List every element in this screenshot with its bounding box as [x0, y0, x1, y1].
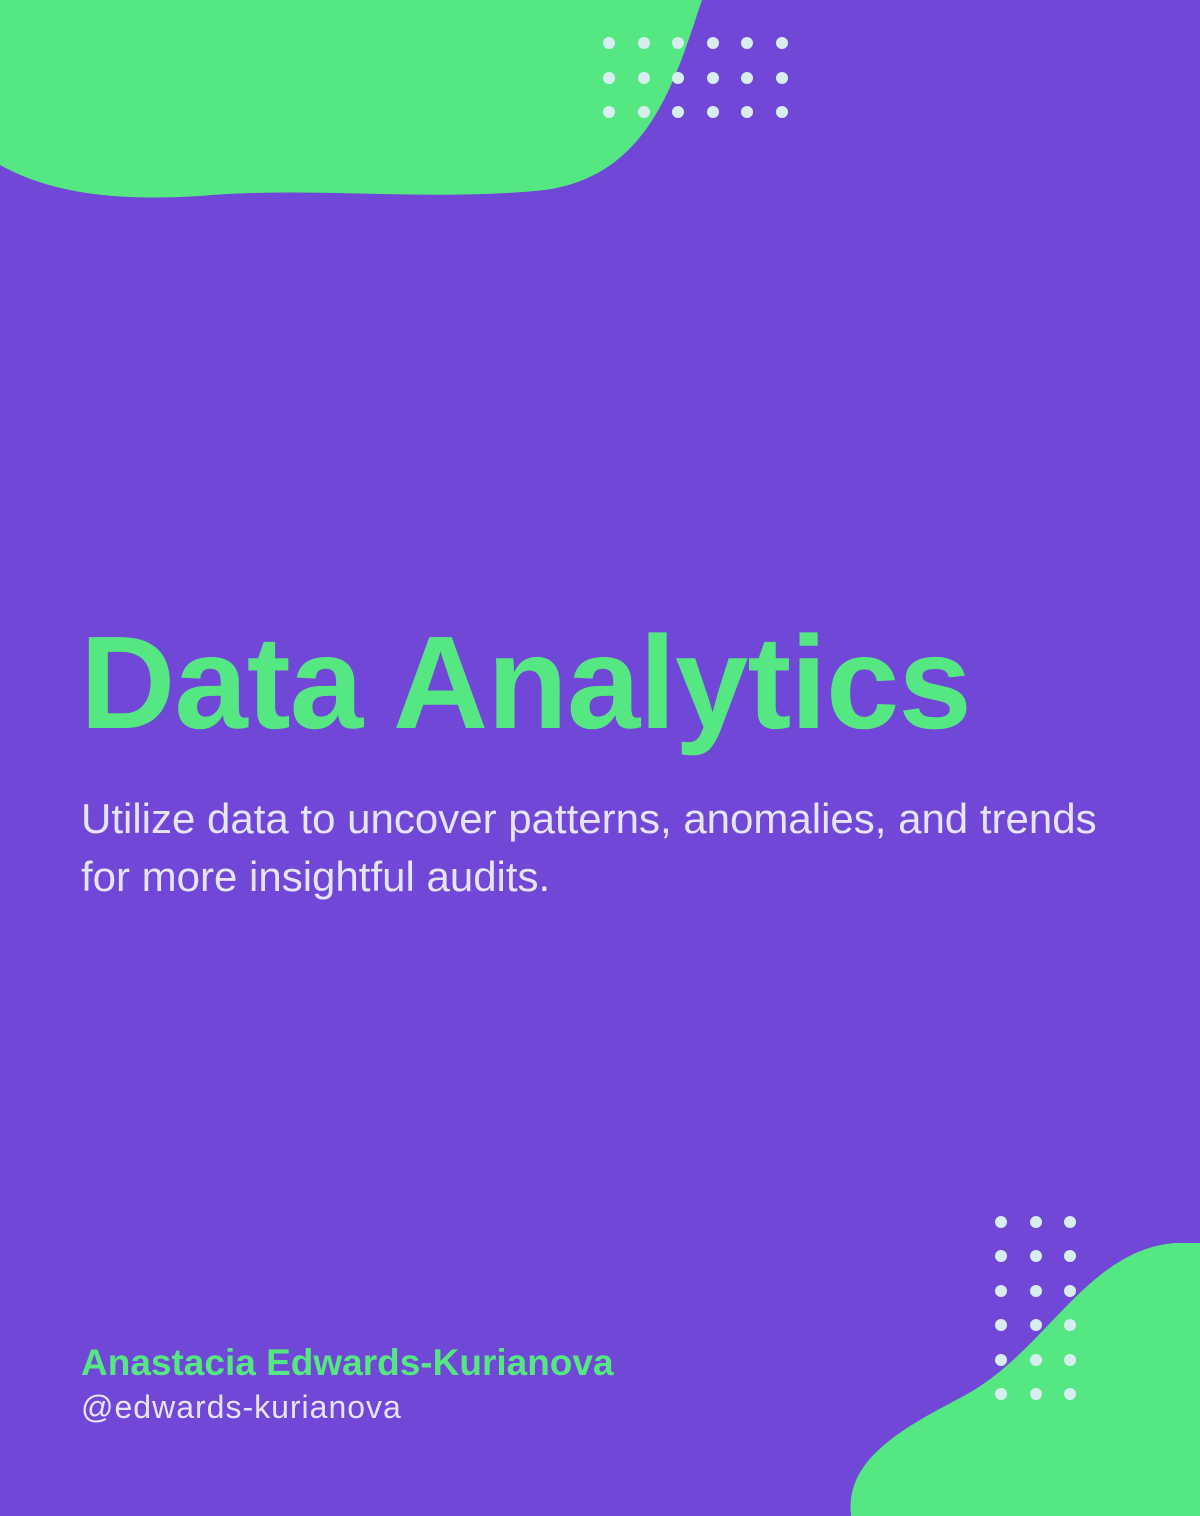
decorative-dot: [672, 37, 684, 49]
top-left-blob: [0, 0, 702, 198]
decorative-dot: [776, 72, 788, 84]
decorative-dot: [1030, 1319, 1042, 1331]
decorative-dot: [995, 1285, 1007, 1297]
author-name: Anastacia Edwards-Kurianova: [81, 1342, 614, 1383]
decorative-dot: [638, 72, 650, 84]
decorative-dot: [776, 37, 788, 49]
decorative-dot: [707, 37, 719, 49]
decorative-dot: [741, 72, 753, 84]
decorative-dot: [1030, 1388, 1042, 1400]
decorative-dot: [1064, 1285, 1076, 1297]
decorative-dot: [638, 37, 650, 49]
decorative-dot: [995, 1216, 1007, 1228]
bottom-right-blob: [850, 1243, 1200, 1516]
decorative-dot: [1030, 1216, 1042, 1228]
decorative-dot: [603, 106, 615, 118]
decorative-dot: [1064, 1319, 1076, 1331]
decorative-dot: [672, 106, 684, 118]
decorative-dot: [1030, 1250, 1042, 1262]
decorative-dot: [1064, 1354, 1076, 1366]
decorative-dot: [995, 1319, 1007, 1331]
author-handle: @edwards-kurianova: [81, 1389, 402, 1425]
decorative-dot: [995, 1354, 1007, 1366]
decorative-dot: [741, 37, 753, 49]
decorative-dot: [995, 1250, 1007, 1262]
decorative-dot: [672, 72, 684, 84]
decorative-dot: [707, 72, 719, 84]
decorative-dot: [1064, 1216, 1076, 1228]
decorative-dot: [603, 72, 615, 84]
decorative-dot: [603, 37, 615, 49]
dot-grid-top: [603, 37, 788, 118]
decorative-dot: [1064, 1388, 1076, 1400]
decorative-dot: [1064, 1250, 1076, 1262]
subtitle: Utilize data to uncover patterns, anomal…: [81, 795, 1097, 900]
page-title: Data Analytics: [80, 609, 972, 756]
decorative-dot: [995, 1388, 1007, 1400]
decorative-dot: [707, 106, 719, 118]
decorative-dot: [1030, 1354, 1042, 1366]
decorative-dot: [741, 106, 753, 118]
decorative-dot: [638, 106, 650, 118]
dot-grid-bottom: [995, 1216, 1076, 1400]
decorative-dot: [776, 106, 788, 118]
decorative-dot: [1030, 1285, 1042, 1297]
